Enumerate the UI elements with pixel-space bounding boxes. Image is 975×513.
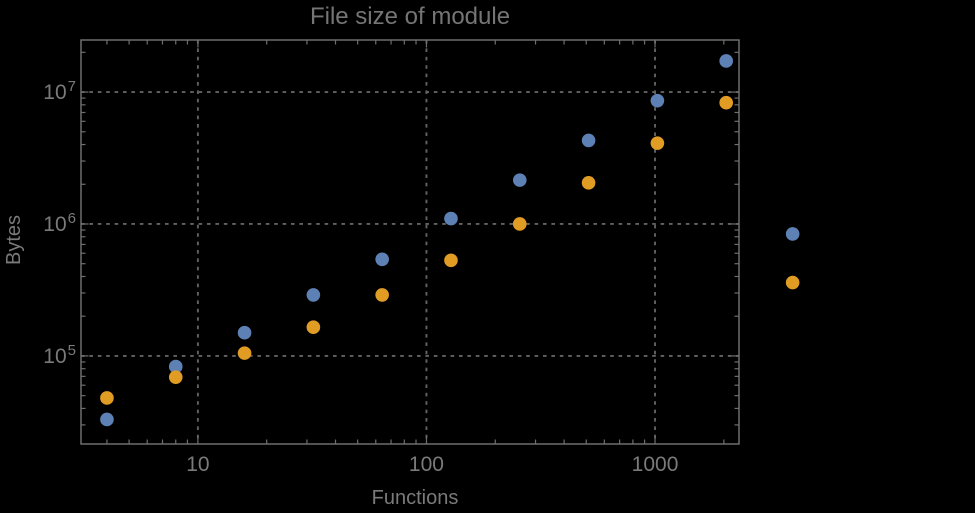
y-tick-base: 10 xyxy=(43,81,67,105)
y-tick-exponent: 6 xyxy=(67,209,76,227)
y-axis-tick-label: 107 xyxy=(43,78,76,105)
x-axis-label: Functions xyxy=(371,487,459,509)
data-point-series-blue xyxy=(581,133,596,148)
y-tick-base: 10 xyxy=(43,344,67,368)
data-point-series-orange xyxy=(444,253,458,268)
data-point-series-blue xyxy=(512,173,527,187)
data-point-series-orange xyxy=(719,95,733,110)
data-point-series-blue xyxy=(375,252,389,267)
y-tick-exponent: 7 xyxy=(67,78,76,96)
data-point-series-orange xyxy=(237,346,252,360)
data-point-series-orange xyxy=(512,217,527,231)
plot-frame xyxy=(80,39,740,445)
data-point-series-orange xyxy=(375,288,389,302)
y-axis-tick-label: 105 xyxy=(43,341,76,369)
data-point-series-orange xyxy=(581,176,596,190)
data-point-series-blue xyxy=(444,211,458,226)
data-point-series-orange xyxy=(650,136,665,150)
data-point-series-orange xyxy=(168,370,183,384)
y-axis-tick-label: 106 xyxy=(43,209,76,237)
chart-title: File size of module xyxy=(309,3,511,30)
data-point-series-orange xyxy=(100,391,114,405)
y-tick-base: 10 xyxy=(43,212,67,236)
outside-point-series-orange xyxy=(785,275,800,290)
data-point-series-blue xyxy=(100,412,114,427)
y-tick-exponent: 5 xyxy=(67,341,76,359)
data-point-series-blue xyxy=(168,359,183,374)
data-point-series-blue xyxy=(306,288,321,302)
data-point-series-orange xyxy=(306,320,321,335)
x-axis-tick-label: 100 xyxy=(408,453,444,476)
y-axis-label: Bytes xyxy=(3,214,25,266)
data-point-series-blue xyxy=(237,325,252,340)
data-point-series-blue xyxy=(719,54,733,68)
x-axis-tick-label: 10 xyxy=(186,453,210,476)
data-point-series-blue xyxy=(650,93,665,108)
x-axis-tick-label: 1000 xyxy=(631,453,679,476)
outside-point-series-blue xyxy=(785,227,800,241)
